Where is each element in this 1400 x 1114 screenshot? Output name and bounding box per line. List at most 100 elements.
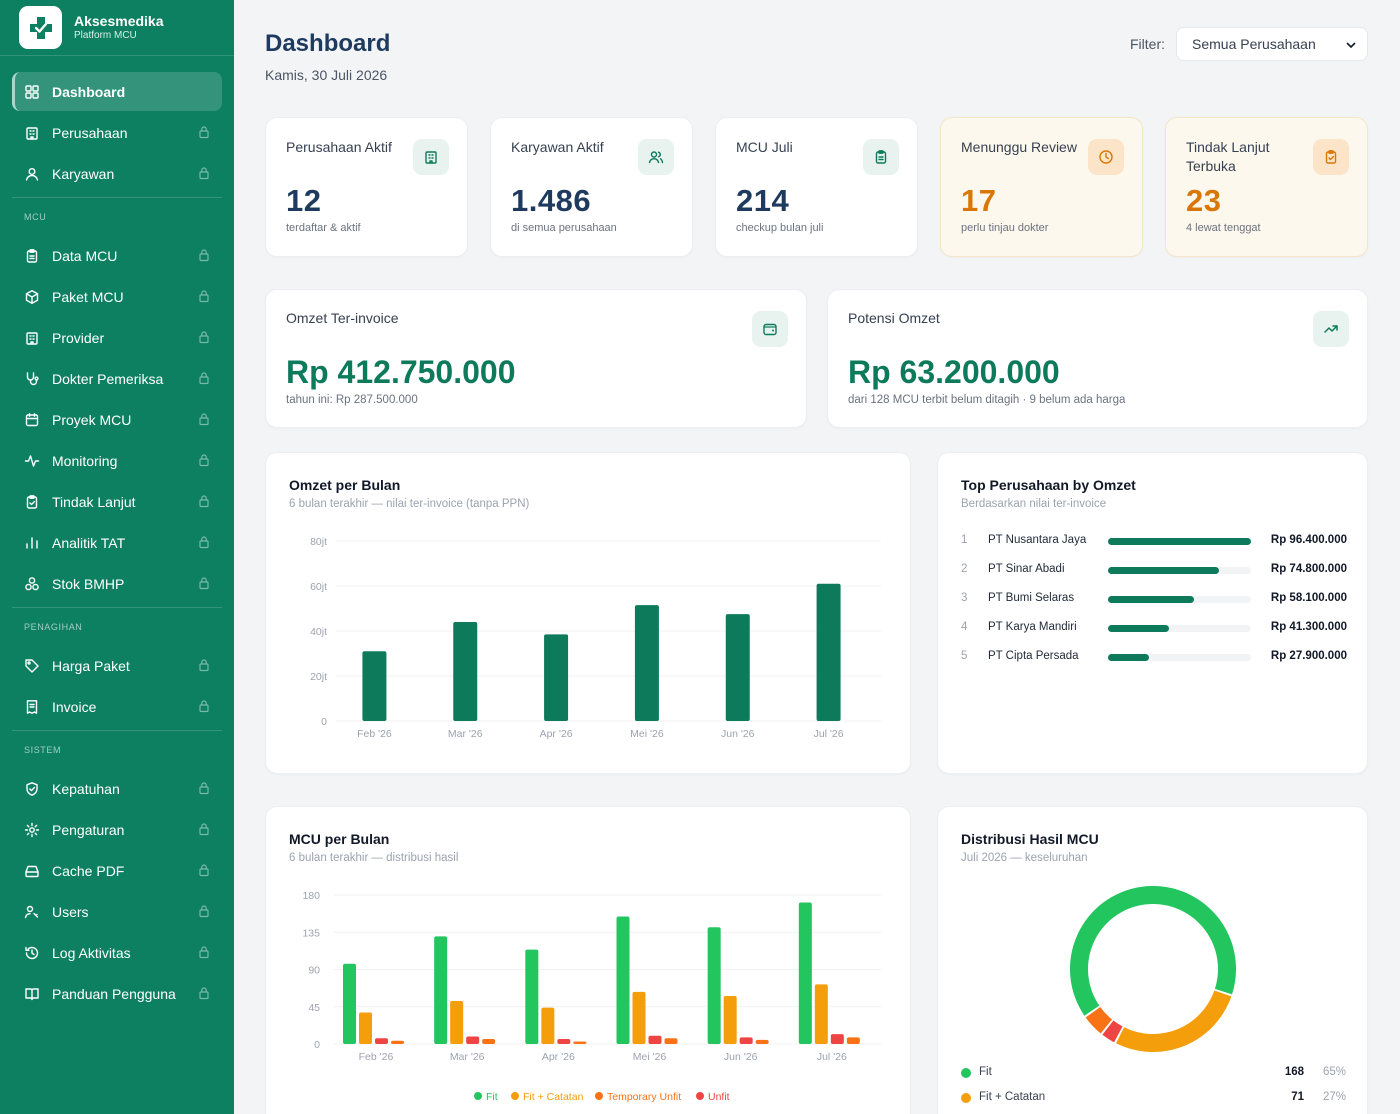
lock-icon — [198, 125, 210, 139]
lock-icon — [198, 658, 210, 672]
mcu-bar-temporary-unfit[interactable] — [846, 1037, 860, 1044]
sidebar-item-label: Invoice — [52, 698, 97, 715]
sidebar-item-pengaturan[interactable]: Pengaturan — [12, 810, 222, 849]
receipt-icon — [24, 699, 40, 715]
sidebar-item-analitik-tat[interactable]: Analitik TAT — [12, 523, 222, 562]
omzet-bar[interactable] — [725, 614, 750, 721]
donut-slice-temporary-unfit[interactable] — [1085, 1006, 1113, 1034]
omzet-bar[interactable] — [453, 622, 478, 721]
sidebar-item-tindak-lanjut[interactable]: Tindak Lanjut — [12, 482, 222, 521]
company-amount: Rp 41.300.000 — [1270, 621, 1347, 633]
chart-legend-label: Fit + Catatan — [523, 1091, 584, 1103]
sidebar-item-perusahaan[interactable]: Perusahaan — [12, 113, 222, 152]
chart-legend-dot — [696, 1092, 704, 1100]
stat-card: Menunggu Review 17 perlu tinjau dokter — [940, 117, 1143, 257]
mcu-bar-unfit[interactable] — [557, 1039, 571, 1044]
sidebar-item-log-aktivitas[interactable]: Log Aktivitas — [12, 933, 222, 972]
top-companies-title: Top Perusahaan by Omzet — [961, 477, 1136, 493]
legend-dot — [961, 1068, 971, 1078]
mcu-grouped-bar-chart: 0 45 90 135 180 Feb '26 Mar '26 Apr '26 Mei '26 J… — [302, 890, 881, 1103]
sidebar-item-label: Dokter Pemeriksa — [52, 370, 164, 387]
x-tick-label: Mei '26 — [630, 728, 664, 740]
company-name: PT Sinar Abadi — [988, 563, 1065, 575]
mcu-bar-fit[interactable] — [434, 936, 448, 1044]
mcu-bar-unfit[interactable] — [648, 1035, 662, 1044]
sidebar-item-karyawan[interactable]: Karyawan — [12, 154, 222, 193]
donut-slice-fit[interactable] — [1070, 886, 1236, 1016]
omzet-bar[interactable] — [362, 651, 387, 721]
company-rank: 5 — [961, 650, 968, 662]
sidebar-item-users[interactable]: Users — [12, 892, 222, 931]
revenue-potential-label: Potensi Omzet — [848, 310, 940, 326]
donut-slice-unfit[interactable] — [1102, 1020, 1123, 1043]
company-filter-select[interactable]: Semua Perusahaan — [1176, 27, 1368, 61]
sidebar-item-label: Users — [52, 903, 89, 920]
legend-label: Fit + Catatan — [979, 1091, 1046, 1103]
mcu-bar-fit[interactable] — [616, 916, 630, 1044]
mcu-bar-fit[interactable] — [707, 927, 721, 1044]
donut-slice-fit-catatan[interactable] — [1116, 990, 1232, 1052]
mcu-bar-fit-catatan[interactable] — [814, 984, 828, 1044]
mcu-bar-temporary-unfit[interactable] — [573, 1041, 587, 1044]
history-icon — [24, 945, 40, 961]
sidebar-item-label: Stok BMHP — [52, 575, 125, 592]
mcu-bar-unfit[interactable] — [375, 1038, 388, 1044]
mcu-bar-fit-catatan[interactable] — [359, 1012, 372, 1044]
user-icon — [24, 166, 40, 182]
mcu-bar-temporary-unfit[interactable] — [482, 1039, 496, 1044]
sidebar-item-cache-pdf[interactable]: Cache PDF — [12, 851, 222, 890]
brand[interactable]: Aksesmedika Platform MCU — [0, 0, 234, 56]
company-bar-fill — [1108, 567, 1219, 574]
top-company-row: 1 PT Nusantara Jaya Rp 96.400.000 — [961, 532, 1347, 550]
sidebar-item-invoice[interactable]: Invoice — [12, 687, 222, 726]
lock-icon — [198, 248, 210, 262]
company-bar-track — [1108, 625, 1251, 632]
lock-icon — [198, 904, 210, 918]
company-name: PT Cipta Persada — [988, 650, 1079, 662]
mcu-bar-unfit[interactable] — [739, 1037, 753, 1044]
sidebar-item-paket-mcu[interactable]: Paket MCU — [12, 277, 222, 316]
sidebar-item-dashboard[interactable]: Dashboard — [12, 72, 222, 111]
stat-label: Perusahaan Aktif — [286, 139, 392, 155]
mcu-bar-fit[interactable] — [525, 949, 539, 1044]
sidebar-item-label: Kepatuhan — [52, 780, 120, 797]
package-icon — [24, 289, 40, 305]
wallet-icon — [752, 311, 788, 347]
mcu-bar-fit[interactable] — [343, 963, 356, 1044]
mcu-bar-unfit[interactable] — [466, 1036, 480, 1044]
omzet-bar[interactable] — [544, 634, 569, 721]
mcu-bar-fit-catatan[interactable] — [450, 1000, 464, 1044]
nav-section-system: SISTEM — [24, 745, 62, 755]
y-tick-label: 90 — [308, 965, 320, 977]
sidebar-item-kepatuhan[interactable]: Kepatuhan — [12, 769, 222, 808]
sidebar-item-data-mcu[interactable]: Data MCU — [12, 236, 222, 275]
sidebar-item-monitoring[interactable]: Monitoring — [12, 441, 222, 480]
building-icon — [24, 330, 40, 346]
omzet-bar[interactable] — [816, 583, 841, 721]
sidebar-item-proyek-mcu[interactable]: Proyek MCU — [12, 400, 222, 439]
sidebar-item-label: Cache PDF — [52, 862, 125, 879]
sidebar-item-dokter-pemeriksa[interactable]: Dokter Pemeriksa — [12, 359, 222, 398]
x-tick-label: Apr '26 — [542, 1051, 575, 1063]
main-content: Dashboard Kamis, 30 Juli 2026 Filter: Se… — [234, 0, 1400, 1114]
mcu-bar-fit[interactable] — [798, 902, 812, 1044]
sidebar-item-harga-paket[interactable]: Harga Paket — [12, 646, 222, 685]
omzet-bar[interactable] — [634, 605, 659, 721]
mcu-bar-fit-catatan[interactable] — [541, 1007, 555, 1044]
x-tick-label: Jun '26 — [724, 1051, 758, 1063]
legend-percent: 27% — [1322, 1091, 1346, 1103]
chart-legend-label: Fit — [486, 1091, 498, 1103]
omzet-chart-subtitle: 6 bulan terakhir — nilai ter-invoice (ta… — [289, 498, 530, 510]
mcu-bar-temporary-unfit[interactable] — [664, 1038, 678, 1044]
lock-icon — [198, 412, 210, 426]
mcu-bar-temporary-unfit[interactable] — [755, 1039, 769, 1044]
mcu-bar-unfit[interactable] — [830, 1034, 844, 1044]
sidebar-item-panduan-pengguna[interactable]: Panduan Pengguna — [12, 974, 222, 1013]
mcu-bar-fit-catatan[interactable] — [723, 995, 737, 1044]
sidebar-item-stok-bmhp[interactable]: Stok BMHP — [12, 564, 222, 603]
sidebar-item-provider[interactable]: Provider — [12, 318, 222, 357]
mcu-bar-fit-catatan[interactable] — [632, 991, 646, 1044]
sidebar: Aksesmedika Platform MCU Dashboard Perusa… — [0, 0, 234, 1114]
company-amount: Rp 74.800.000 — [1270, 563, 1347, 575]
mcu-bar-temporary-unfit[interactable] — [391, 1040, 404, 1044]
